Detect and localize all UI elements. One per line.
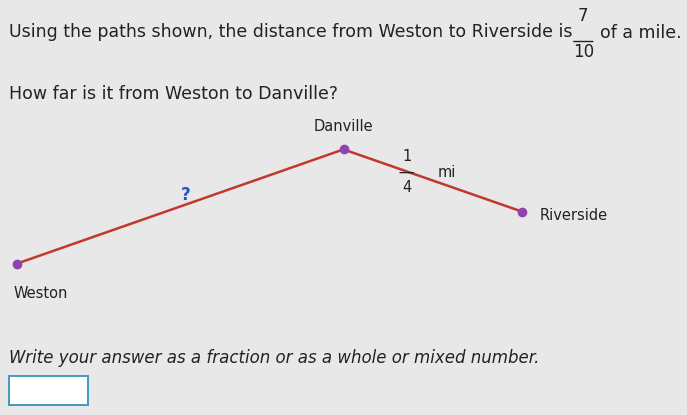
Text: Weston: Weston bbox=[14, 286, 68, 301]
Text: Danville: Danville bbox=[314, 119, 373, 134]
Text: Using the paths shown, the distance from Weston to Riverside is: Using the paths shown, the distance from… bbox=[9, 23, 572, 41]
Text: 1: 1 bbox=[402, 149, 412, 164]
Text: ?: ? bbox=[181, 186, 190, 204]
Text: Write your answer as a fraction or as a whole or mixed number.: Write your answer as a fraction or as a … bbox=[9, 349, 539, 367]
Text: of a mile.: of a mile. bbox=[600, 24, 682, 42]
Text: 10: 10 bbox=[573, 43, 594, 61]
Text: 7: 7 bbox=[578, 7, 589, 25]
Text: How far is it from Weston to Danville?: How far is it from Weston to Danville? bbox=[9, 85, 338, 103]
Text: mi: mi bbox=[438, 165, 456, 180]
Text: Riverside: Riverside bbox=[539, 208, 607, 223]
Text: 4: 4 bbox=[402, 180, 412, 195]
